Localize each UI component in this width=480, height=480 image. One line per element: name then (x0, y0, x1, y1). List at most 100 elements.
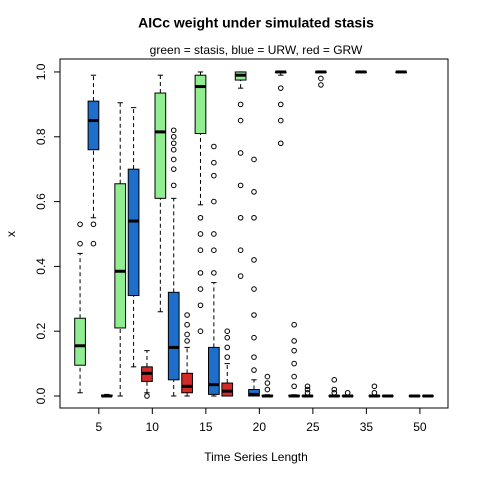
outlier (90, 240, 97, 247)
outlier (184, 338, 190, 344)
outlier (224, 328, 231, 335)
outlier (224, 334, 231, 341)
outlier (277, 101, 284, 108)
outlier (170, 127, 177, 134)
outlier (224, 344, 231, 351)
outlier (237, 273, 244, 279)
box (74, 317, 86, 366)
box (221, 382, 234, 397)
outlier (251, 354, 257, 360)
outlier (211, 143, 217, 150)
box (127, 168, 140, 297)
outlier (170, 133, 177, 140)
outlier (251, 257, 257, 263)
x-axis-label: Time Series Length (204, 450, 308, 464)
chart-subtitle: green = stasis, blue = URW, red = GRW (150, 43, 363, 57)
outlier (318, 75, 324, 82)
outlier (170, 156, 177, 163)
outlier (211, 159, 217, 166)
outlier (197, 231, 204, 237)
outlier (291, 321, 297, 328)
box (248, 389, 260, 397)
outlier (237, 117, 244, 124)
outlier (211, 231, 217, 237)
outlier (170, 140, 177, 147)
x-tick-label: 5 (95, 420, 102, 434)
outlier (277, 85, 284, 91)
outlier (211, 247, 217, 253)
outlier (304, 389, 311, 396)
y-tick-label: 1.0 (34, 63, 48, 80)
outlier (237, 214, 244, 221)
outlier (251, 286, 257, 292)
box (114, 183, 127, 329)
y-axis-label: x (4, 231, 18, 237)
x-tick-label: 25 (306, 420, 320, 434)
outlier (211, 270, 217, 276)
outlier (197, 247, 204, 253)
outlier (264, 380, 271, 386)
outlier (371, 389, 378, 396)
y-tick-label: 0.2 (34, 323, 48, 340)
outlier (251, 214, 257, 221)
x-tick-label: 50 (413, 420, 427, 434)
outlier (237, 247, 244, 253)
outlier (344, 389, 351, 396)
x-tick-label: 35 (360, 420, 374, 434)
outlier (170, 166, 177, 172)
outlier (291, 360, 297, 367)
x-tick-label: 10 (146, 420, 160, 434)
outlier (224, 354, 231, 360)
y-tick-label: 0.4 (34, 258, 48, 275)
box (87, 100, 100, 151)
outlier (237, 150, 244, 156)
box (194, 74, 207, 135)
outlier (197, 302, 204, 309)
outlier (184, 312, 190, 318)
outlier (251, 189, 257, 195)
y-tick-label: 0.8 (34, 128, 48, 145)
y-tick-label: 0.6 (34, 193, 48, 210)
outlier (170, 146, 177, 153)
outlier (237, 182, 244, 189)
outlier (304, 383, 311, 390)
box (208, 346, 220, 395)
plot-frame (59, 58, 449, 409)
outlier (197, 270, 204, 276)
outlier (331, 386, 338, 393)
outlier (331, 389, 338, 396)
outlier (197, 328, 204, 335)
box (167, 291, 180, 381)
outlier (291, 383, 297, 390)
outlier (264, 386, 271, 393)
outlier (318, 82, 324, 88)
outlier (184, 331, 190, 338)
outlier (277, 117, 284, 124)
outlier (90, 221, 97, 228)
outlier (170, 182, 177, 189)
outlier (144, 393, 150, 399)
outlier (251, 156, 257, 163)
outlier (211, 172, 217, 179)
outlier (77, 240, 83, 247)
outlier (264, 373, 271, 380)
outlier (211, 198, 217, 205)
outlier (237, 101, 244, 108)
outlier (251, 312, 257, 318)
box (181, 372, 193, 394)
outlier (251, 367, 257, 373)
outlier (291, 347, 297, 354)
outlier (277, 140, 284, 147)
box (154, 92, 167, 199)
outlier (291, 338, 297, 344)
outlier (331, 377, 338, 383)
outlier (197, 214, 204, 221)
outlier (291, 373, 297, 380)
outlier (304, 386, 311, 393)
y-tick-label: 0.0 (34, 387, 48, 404)
outlier (371, 383, 378, 390)
outlier (197, 286, 204, 292)
outlier (77, 221, 83, 228)
outlier (184, 321, 190, 328)
